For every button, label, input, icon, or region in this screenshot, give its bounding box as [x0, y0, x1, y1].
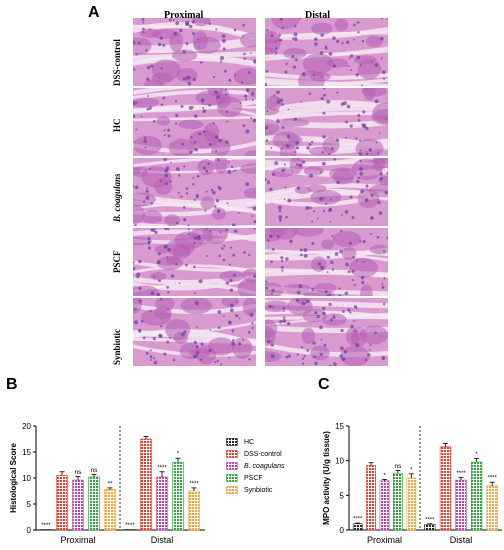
x-category-label: Distal	[151, 535, 174, 545]
histology-tile-synbiotic-distal	[265, 298, 388, 366]
legend-swatch	[226, 450, 238, 458]
histology-tile-pscf-distal	[265, 228, 388, 296]
legend-label: PSCF	[244, 474, 263, 482]
significance-label: ****	[125, 523, 135, 529]
x-category-label: Proximal	[367, 535, 402, 545]
tissue-texture	[133, 298, 256, 366]
column-header-proximal: Proximal	[164, 10, 204, 21]
bar-score-proximal-hc	[40, 529, 52, 531]
y-tick-label: 0	[27, 526, 32, 535]
legend-swatch	[226, 474, 238, 482]
legend-swatch	[226, 486, 238, 494]
histology-tile-pscf-proximal	[133, 228, 256, 296]
tissue-texture	[265, 88, 388, 156]
panel-label-c: C	[318, 376, 330, 393]
significance-label: *	[383, 473, 386, 479]
tissue-texture	[133, 88, 256, 156]
bar-mpo-proximal-pscf	[393, 472, 403, 531]
bar-mpo-distal-synbiotic	[486, 485, 498, 531]
significance-label: *	[475, 452, 478, 458]
significance-label: ****	[157, 465, 167, 471]
legend-item: DSS-control	[226, 448, 284, 460]
bar-mpo-distal-pscf	[470, 461, 483, 531]
y-axis-label: Histological Score	[9, 443, 18, 513]
legend-item: Synbiotic	[226, 484, 284, 496]
histology-tile-dss-control-distal	[265, 18, 388, 86]
significance-label: ns	[394, 463, 402, 470]
legend-label: Synbiotic	[244, 486, 273, 494]
bar-mpo-distal-dss-control	[439, 446, 452, 531]
y-tick-label: 5	[27, 500, 32, 509]
bar-score-distal-hc	[124, 529, 136, 531]
histology-tile-dss-control-proximal	[133, 18, 256, 86]
tissue-texture	[133, 18, 256, 86]
significance-label: ****	[425, 517, 435, 523]
tissue-texture	[133, 228, 256, 296]
significance-label: **	[108, 481, 113, 487]
significance-label: *	[177, 452, 180, 458]
legend-label: DSS-control	[244, 450, 282, 458]
y-axis-label: MPO activity (U/g tissue)	[322, 431, 331, 525]
legend-item: HC	[226, 436, 284, 448]
significance-label: ns	[75, 469, 83, 476]
histology-tile-b-coagulans-proximal	[133, 158, 256, 226]
y-tick-label: 5	[340, 491, 345, 500]
tissue-texture	[265, 228, 388, 296]
legend-label: HC	[244, 438, 255, 446]
significance-label: *	[410, 467, 413, 473]
bar-mpo-proximal-b-coagulans	[379, 480, 390, 531]
significance-label: ****	[456, 471, 466, 477]
legend-swatch	[226, 438, 238, 446]
bar-mpo-distal-b-coagulans	[455, 479, 467, 531]
panel-label-a: A	[88, 4, 100, 21]
y-tick-label: 0	[340, 526, 345, 535]
y-tick-label: 20	[22, 422, 31, 431]
histology-tile-synbiotic-proximal	[133, 298, 256, 366]
panel-label-b: B	[6, 376, 18, 393]
legend-label: B. coagulans	[244, 462, 285, 470]
tissue-texture	[265, 18, 388, 86]
legend-swatch	[226, 462, 238, 470]
histology-tile-hc-proximal	[133, 88, 256, 156]
y-tick-label: 15	[335, 422, 344, 431]
tissue-texture	[265, 158, 388, 226]
significance-label: ns	[91, 467, 99, 474]
x-category-label: Proximal	[60, 535, 95, 545]
bar-mpo-proximal-hc	[352, 523, 363, 531]
significance-label: ****	[353, 517, 363, 523]
histology-tile-b-coagulans-distal	[265, 158, 388, 226]
histology-tile-hc-distal	[265, 88, 388, 156]
y-tick-label: 10	[335, 457, 344, 466]
y-tick-label: 10	[22, 474, 31, 483]
significance-label: ****	[189, 481, 199, 487]
tissue-texture	[133, 158, 256, 226]
bar-mpo-distal-hc	[424, 524, 436, 531]
legend: HC DSS-control B. coagulans PSCF Synbiotic	[226, 436, 284, 496]
bar-mpo-proximal-synbiotic	[406, 477, 417, 531]
x-category-label: Distal	[450, 535, 473, 545]
significance-label: ****	[41, 523, 51, 529]
legend-item: PSCF	[226, 472, 284, 484]
column-header-distal: Distal	[305, 10, 330, 21]
significance-label: ****	[488, 476, 498, 482]
bar-mpo-proximal-dss-control	[366, 465, 376, 531]
y-tick-label: 15	[22, 448, 31, 457]
tissue-texture	[265, 298, 388, 366]
legend-item: B. coagulans	[226, 460, 284, 472]
